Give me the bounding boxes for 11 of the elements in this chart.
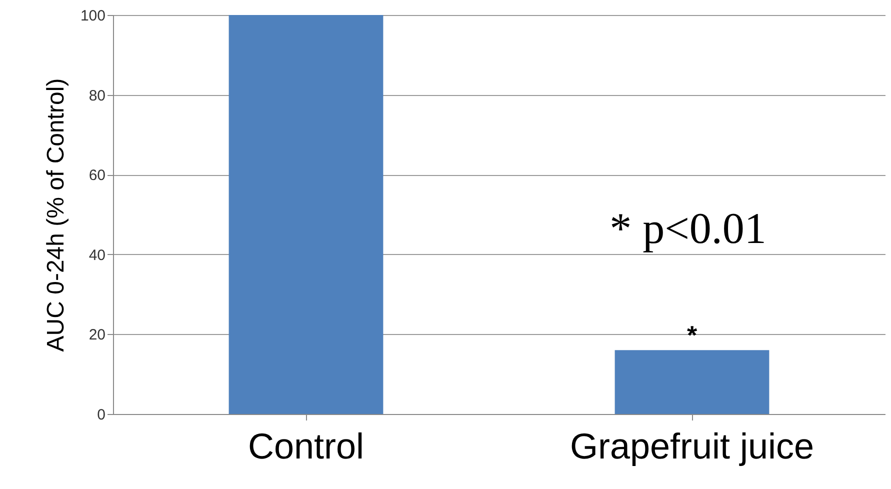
annotation: * — [686, 320, 698, 350]
y-tick-label: 0 — [97, 406, 106, 424]
annotation: * p<0.01 — [610, 204, 766, 253]
y-tick-label: 100 — [80, 8, 106, 24]
y-tick-label: 80 — [88, 87, 106, 104]
y-axis-title: AUC 0-24h (% of Control) — [42, 78, 70, 352]
y-tick-label: 40 — [88, 246, 106, 264]
y-tick-label: 20 — [88, 326, 106, 344]
x-tick-label: Grapefruit juice — [570, 426, 814, 466]
x-tick-label: Control — [248, 426, 364, 466]
y-tick-label: 60 — [88, 167, 106, 184]
